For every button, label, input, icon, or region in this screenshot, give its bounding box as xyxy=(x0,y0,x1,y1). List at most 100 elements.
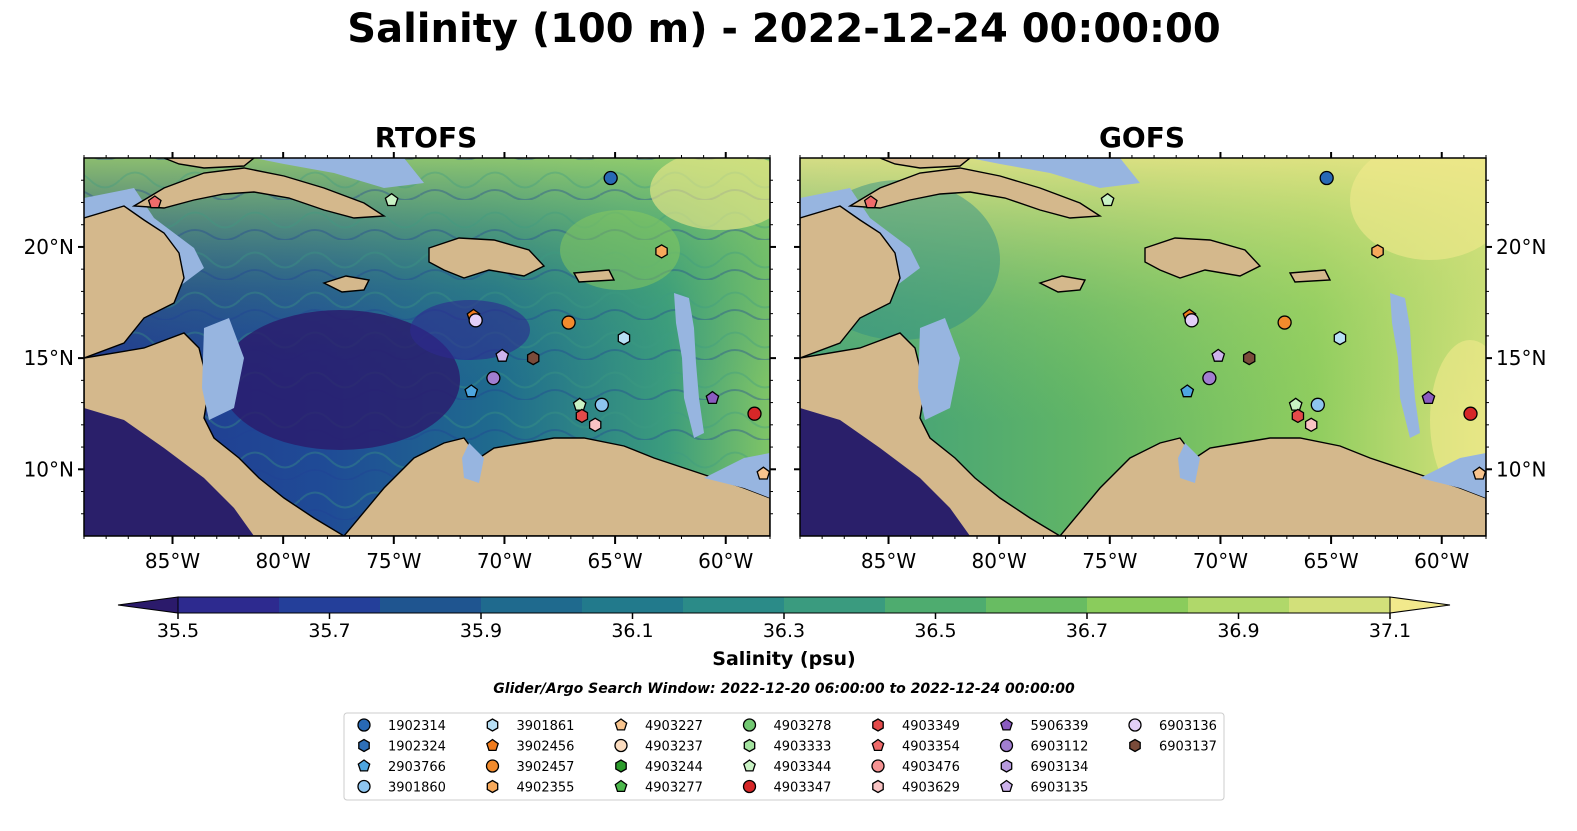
legend-label: 3902456 xyxy=(517,740,575,755)
lon-tick-label: 80°W xyxy=(256,549,311,573)
legend-marker-4903277 xyxy=(614,779,628,793)
float-marker-6903112 xyxy=(486,370,501,386)
float-marker-2903766 xyxy=(1180,384,1195,398)
float-marker-4903344 xyxy=(384,192,399,207)
float-marker-4903347 xyxy=(747,406,762,421)
lon-tick-label: 65°W xyxy=(1303,549,1358,573)
legend-label: 4903347 xyxy=(774,781,832,796)
legend-marker-4903347 xyxy=(742,779,757,794)
legend-label: 1902324 xyxy=(388,740,446,755)
legend-box xyxy=(343,712,1225,801)
float-marker-1902314 xyxy=(603,170,618,186)
lon-tick-label: 85°W xyxy=(861,549,916,573)
colorbar-extend-min xyxy=(117,596,179,614)
float-marker-3902457 xyxy=(561,315,576,330)
legend-marker-3901861 xyxy=(486,718,499,732)
lon-tick-label: 60°W xyxy=(698,549,753,573)
legend-marker-4903629 xyxy=(872,779,884,794)
legend-marker-5906339 xyxy=(1000,718,1013,731)
colorbar-tick-label: 35.5 xyxy=(157,620,199,642)
lon-tick-label: 70°W xyxy=(1193,549,1248,573)
lat-tick-label: 15°N xyxy=(1496,346,1546,370)
lat-tick-label: 15°N xyxy=(24,346,74,370)
legend: 1902314 1902324 2903766 3901860 3901861 39024… xyxy=(357,718,1217,796)
legend-marker-4903344 xyxy=(743,759,756,772)
lon-tick-label: 85°W xyxy=(145,549,200,573)
colorbar-segment xyxy=(1087,597,1189,613)
legend-marker-4902355 xyxy=(486,779,499,794)
legend-label: 6903136 xyxy=(1159,719,1217,734)
lon-tick-label: 75°W xyxy=(366,549,421,573)
legend-label: 6903112 xyxy=(1031,740,1089,755)
colorbar-segment xyxy=(885,597,987,613)
float-marker-3901860 xyxy=(594,397,609,412)
lon-tick-label: 70°W xyxy=(477,549,532,573)
colorbar-tick-label: 36.3 xyxy=(763,620,805,642)
legend-marker-4903244 xyxy=(615,759,627,773)
colorbar-segment xyxy=(683,597,785,613)
lat-tick-label: 10°N xyxy=(1496,457,1546,481)
panel-title-gofs: GOFS xyxy=(1099,121,1185,154)
colorbar: 35.5 35.7 35.9 36.1 36.3 36.5 36.7 36.9 37.1 xyxy=(117,596,1451,642)
legend-label: 6903134 xyxy=(1031,760,1089,775)
legend-label: 4903237 xyxy=(645,740,703,755)
float-marker-4902355 xyxy=(655,244,668,259)
colorbar-segment xyxy=(380,597,482,613)
lon-tick-label: 65°W xyxy=(587,549,642,573)
legend-label: 5906339 xyxy=(1031,719,1089,734)
panel-title-rtofs: RTOFS xyxy=(375,121,478,154)
legend-label: 6903135 xyxy=(1031,781,1089,796)
legend-label: 1902314 xyxy=(388,719,446,734)
legend-marker-4903278 xyxy=(742,718,757,732)
float-marker-1902314 xyxy=(1319,170,1334,186)
float-marker-6903135 xyxy=(495,348,510,362)
float-marker-4903347 xyxy=(1463,406,1478,421)
float-marker-4903629 xyxy=(1304,417,1318,433)
float-marker-4903349 xyxy=(1291,408,1305,424)
colorbar-tick-label: 36.7 xyxy=(1066,620,1108,642)
float-marker-4903227 xyxy=(756,466,770,480)
legend-marker-3902457 xyxy=(485,759,500,773)
legend-marker-2903766 xyxy=(357,759,371,772)
lon-tick-label: 75°W xyxy=(1082,549,1137,573)
colorbar-segment xyxy=(279,597,381,613)
float-marker-4902355 xyxy=(1371,244,1384,259)
float-marker-3901861 xyxy=(1333,330,1347,346)
legend-marker-3901860 xyxy=(357,779,371,794)
colorbar-tick-label: 36.9 xyxy=(1217,620,1259,642)
legend-label: 4903476 xyxy=(902,760,960,775)
colorbar-segment xyxy=(178,597,280,613)
float-marker-6903136 xyxy=(468,313,483,328)
float-marker-4903354 xyxy=(147,195,162,209)
rtofs-map xyxy=(84,158,770,536)
legend-marker-6903135 xyxy=(1000,779,1013,793)
colorbar-tick-label: 36.5 xyxy=(914,620,956,642)
lon-tick-label: 60°W xyxy=(1414,549,1469,573)
float-marker-6903135 xyxy=(1211,348,1226,362)
figure-title: Salinity (100 m) - 2022-12-24 00:00:00 xyxy=(347,6,1220,52)
legend-label: 2903766 xyxy=(388,760,446,775)
legend-label: 4903629 xyxy=(902,781,960,796)
lat-tick-label: 10°N xyxy=(24,457,74,481)
float-marker-3902457 xyxy=(1277,315,1292,330)
legend-label: 4903278 xyxy=(774,719,832,734)
colorbar-segment xyxy=(784,597,886,613)
gofs-map xyxy=(800,158,1486,536)
legend-label: 6903137 xyxy=(1159,740,1217,755)
legend-label: 3901860 xyxy=(388,781,446,796)
float-marker-4903227 xyxy=(1472,466,1486,480)
float-marker-5906339 xyxy=(1421,390,1436,405)
legend-label: 4902355 xyxy=(517,781,575,796)
colorbar-segment xyxy=(1188,597,1290,613)
float-marker-6903137 xyxy=(1242,350,1256,366)
legend-label: 4903244 xyxy=(645,760,703,775)
float-marker-4903344 xyxy=(1100,192,1115,207)
colorbar-label: Salinity (psu) xyxy=(712,648,855,670)
legend-label: 4903349 xyxy=(902,719,960,734)
legend-label: 4903227 xyxy=(645,719,703,734)
legend-marker-6903137 xyxy=(1129,738,1141,753)
legend-marker-4903227 xyxy=(614,718,628,731)
legend-label: 3901861 xyxy=(517,719,575,734)
colorbar-tick-label: 37.1 xyxy=(1369,620,1411,642)
